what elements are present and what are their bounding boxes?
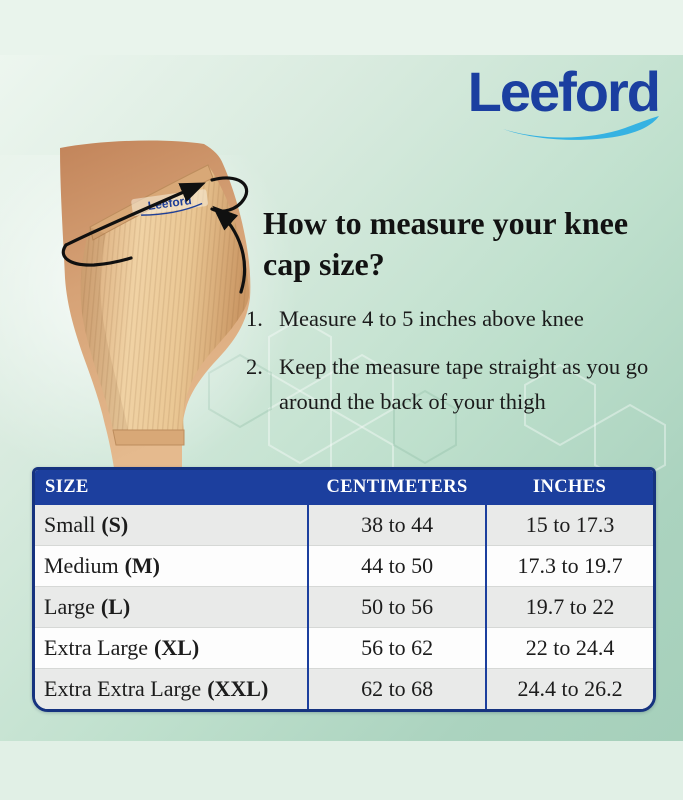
centimeters-value: 62 to 68 [307,668,487,709]
table-row-large: Large (L) 50 to 56 19.7 to 22 [35,586,653,628]
sleeve-bottom-cuff [112,429,185,446]
centimeters-value: 56 to 62 [307,627,487,669]
inches-value: 15 to 17.3 [485,505,653,546]
bottom-strip [0,741,683,800]
size-code: (L) [100,594,131,619]
size-name: Extra Large [44,635,149,660]
size-code: (XL) [154,635,200,660]
page-title: How to measure your knee cap size? [263,205,629,282]
size-code: (S) [101,512,129,537]
table-row-extra-large: Extra Large (XL) 56 to 62 22 to 24.4 [35,627,653,669]
centimeters-value: 44 to 50 [307,545,487,587]
inches-value: 24.4 to 26.2 [485,668,653,709]
size-code: (XXL) [207,676,269,701]
instruction-text: Measure 4 to 5 inches above knee [279,306,584,331]
table-row-small: Small (S) 38 to 44 15 to 17.3 [35,505,653,546]
inches-value: 22 to 24.4 [485,627,653,669]
size-table: SIZE CENTIMETERS INCHES Small (S) 38 to 4… [35,470,653,709]
size-name: Medium [44,553,119,578]
measure-direction-arrow [212,205,247,294]
instruction-number: 1. [246,306,263,331]
size-table-container: SIZE CENTIMETERS INCHES Small (S) 38 to 4… [32,467,656,712]
instruction-list: 1. Measure 4 to 5 inches above knee 2. K… [246,301,666,432]
table-header-row: SIZE CENTIMETERS INCHES [35,470,653,505]
instruction-item: 2. Keep the measure tape straight as you… [246,349,666,419]
col-header-size: SIZE [35,470,309,505]
size-name: Extra Extra Large [44,676,202,701]
instruction-number: 2. [246,354,263,380]
col-header-centimeters: CENTIMETERS [308,470,487,505]
logo-swoosh-icon [503,116,659,140]
instruction-text: Keep the measure tape straight as you go… [279,354,649,415]
table-row-medium: Medium (M) 44 to 50 17.3 to 19.7 [35,545,653,587]
inches-value: 19.7 to 22 [485,586,653,628]
top-strip [0,0,683,55]
table-row-extra-extra-large: Extra Extra Large (XXL) 62 to 68 24.4 to … [35,668,653,709]
instruction-item: 1. Measure 4 to 5 inches above knee [246,301,666,336]
brand-logo: Leeford [419,60,661,142]
size-name: Large [44,594,95,619]
centimeters-value: 38 to 44 [307,505,487,546]
centimeters-value: 50 to 56 [307,586,487,628]
inches-value: 17.3 to 19.7 [485,545,653,587]
knee-sleeve-photo: Leeford [60,140,251,468]
size-code: (M) [124,553,160,578]
brand-logo-text: Leeford [467,60,661,123]
size-name: Small [44,512,96,537]
col-header-inches: INCHES [486,470,653,505]
knee-sleeve [80,164,250,446]
